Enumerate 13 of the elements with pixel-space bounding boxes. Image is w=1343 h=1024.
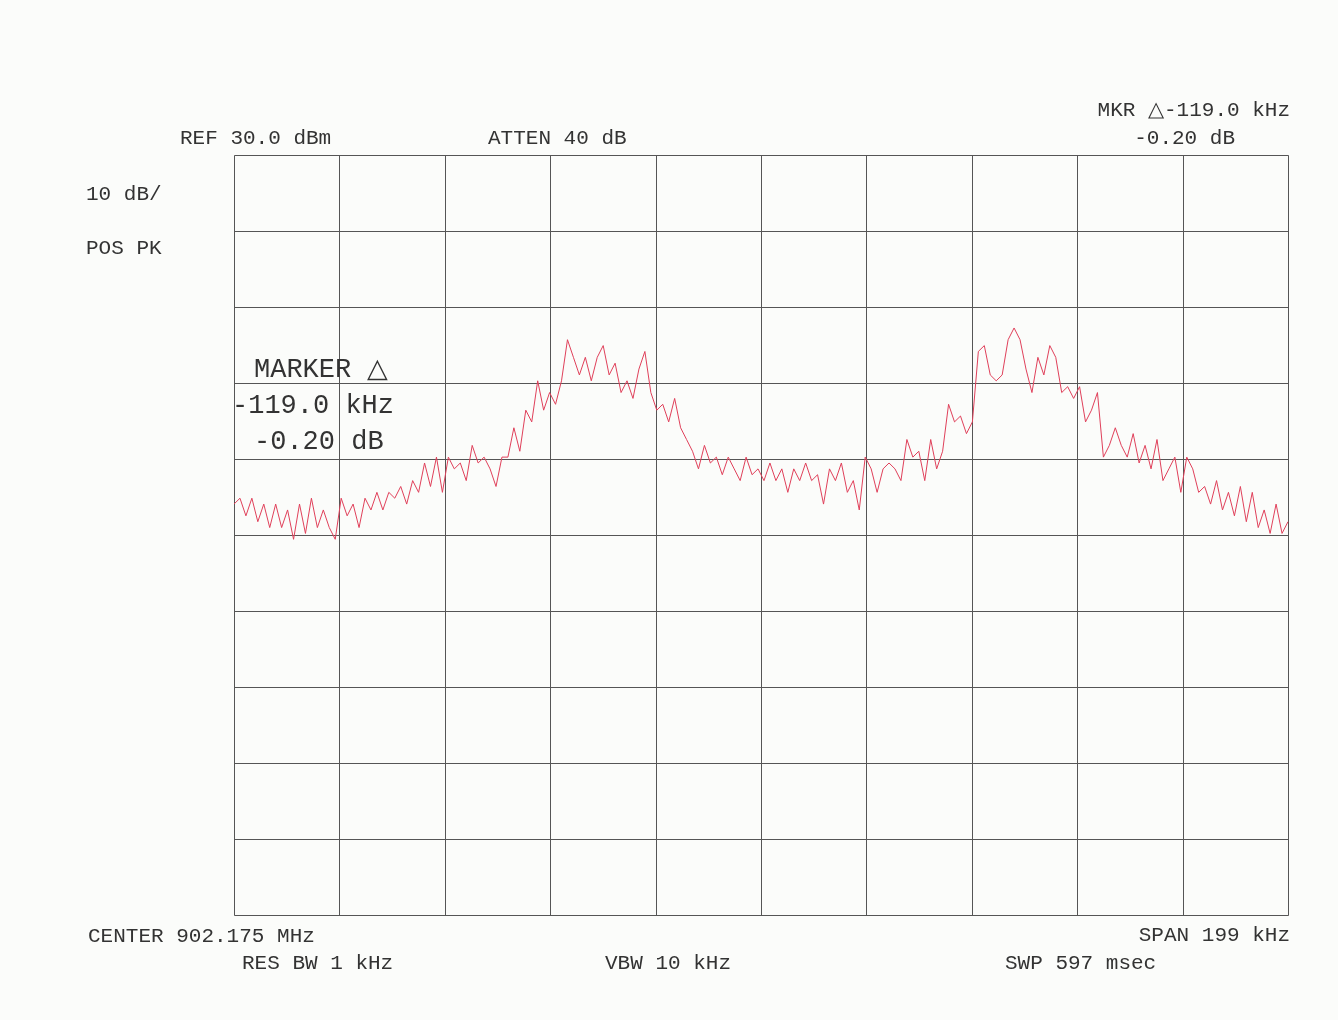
text: RES BW 1 kHz (242, 952, 394, 975)
text: VBW 10 kHz (605, 952, 732, 975)
text: CENTER 902.175 MHz (88, 925, 315, 948)
text: MKR △-119.0 kHz (1097, 99, 1290, 122)
text: SPAN 199 kHz (1138, 924, 1290, 947)
text: -0.20 dB (1134, 127, 1235, 150)
annotation: -0.20 dB (254, 427, 384, 457)
text: POS PK (86, 237, 163, 260)
text: 10 dB/ (86, 183, 162, 206)
text: ATTEN 40 dB (488, 127, 627, 150)
annotation: -119.0 kHz (232, 391, 395, 421)
text: REF 30.0 dBm (180, 127, 332, 150)
text: SWP 597 msec (1005, 952, 1157, 975)
